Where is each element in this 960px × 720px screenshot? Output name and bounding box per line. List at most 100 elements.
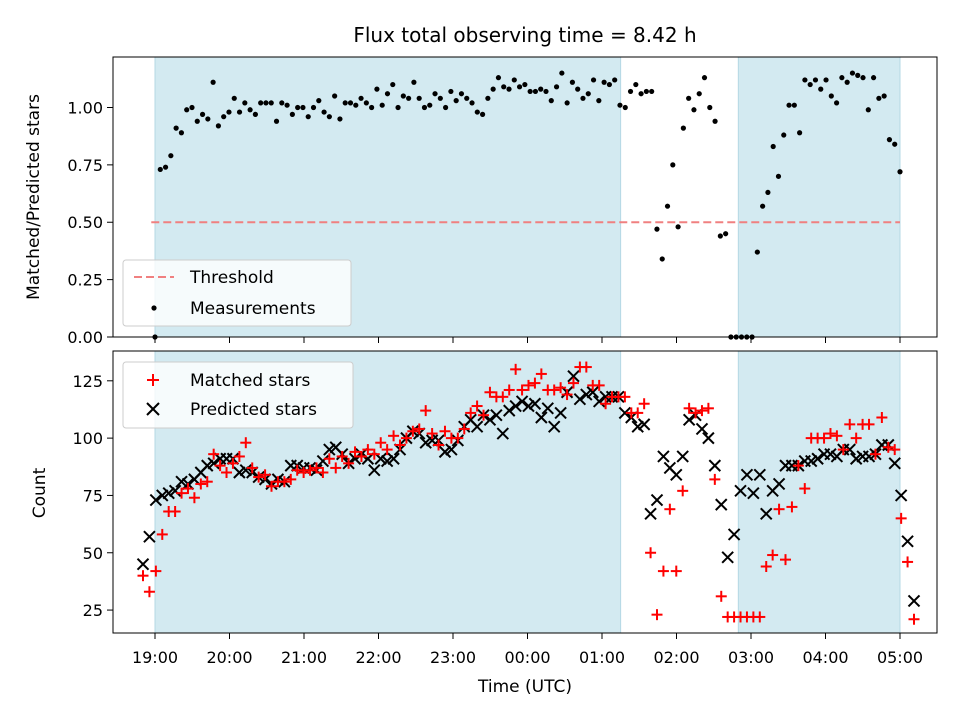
matched-point [201, 476, 213, 488]
ratio-point [559, 70, 565, 76]
ratio-point [823, 77, 829, 83]
count-plot-frame [112, 350, 938, 634]
matched-point [593, 379, 605, 391]
matched-point [221, 467, 233, 479]
predicted-point [721, 551, 734, 564]
ratio-point [649, 88, 655, 95]
ratio-point [295, 104, 301, 111]
matched-point [754, 611, 766, 623]
matched-point [561, 389, 573, 401]
ratio-point [347, 100, 354, 106]
predicted-point [470, 420, 484, 433]
ratio-point [421, 104, 428, 111]
ratio-point [178, 130, 185, 136]
predicted-point [650, 493, 664, 507]
matched-point [343, 457, 355, 469]
ratio-point [881, 93, 887, 99]
predicted-point [136, 558, 150, 571]
ratio-point [411, 79, 417, 85]
matched-point [471, 400, 483, 412]
ratio-point [807, 81, 813, 88]
predicted-point [143, 530, 156, 543]
matched-point [375, 437, 387, 449]
predicted-point [657, 450, 670, 463]
matched-point [664, 503, 676, 515]
predicted-point [316, 454, 330, 468]
matched-point [844, 418, 856, 430]
matched-point [702, 402, 714, 414]
matched-point [760, 561, 772, 573]
y-tick-label: 0.00 [67, 328, 103, 347]
ratio-point [395, 104, 401, 111]
predicted-point [618, 406, 632, 420]
matched-point [137, 570, 149, 582]
matched-point [908, 613, 920, 625]
x-tick-label: 23:00 [430, 648, 476, 667]
ratio-point [464, 95, 470, 101]
legend-matched-label: Matched stars [190, 371, 310, 391]
ratio-point [268, 100, 274, 106]
matched-point [638, 398, 650, 410]
ratio-point [443, 104, 449, 111]
x-tick-label: 05:00 [877, 648, 923, 667]
ratio-point [691, 107, 697, 113]
matched-point [824, 428, 836, 440]
matched-point [683, 402, 695, 414]
ratio-point [358, 95, 364, 101]
ratio-axis-label: Matched/Predicted stars [24, 94, 44, 300]
matched-point [773, 503, 785, 515]
matched-point [632, 407, 644, 419]
legend-measurements-swatch [151, 305, 157, 311]
ratio-point [527, 88, 533, 95]
predicted-point [894, 489, 908, 502]
ratio-point [696, 91, 702, 97]
matched-point [478, 409, 490, 421]
ratio-point [390, 81, 396, 88]
ratio-point [495, 75, 502, 81]
matched-point [426, 428, 438, 440]
x-tick-label: 19:00 [132, 648, 178, 667]
ratio-point [258, 100, 264, 106]
matched-point [291, 464, 303, 476]
ratio-point [786, 102, 792, 108]
ratio-point [775, 173, 782, 179]
matched-point [362, 444, 374, 456]
ratio-point [754, 249, 760, 255]
matched-point [143, 586, 155, 598]
ratio-point [236, 109, 243, 115]
ratio-point [173, 125, 179, 131]
ratio-point [627, 88, 634, 95]
x-axis-label: Time (UTC) [477, 677, 572, 697]
matched-point [882, 441, 894, 453]
ratio-point [897, 169, 903, 175]
predicted-point [637, 418, 651, 431]
ratio-point [855, 72, 861, 78]
matched-point [169, 505, 181, 517]
ratio-point [553, 84, 560, 90]
ratio-point [485, 95, 491, 101]
ratio-point [289, 111, 295, 117]
chart-title: Flux total observing time = 8.42 h [353, 23, 696, 47]
matched-point [690, 407, 702, 419]
predicted-point [907, 594, 921, 608]
ratio-point [437, 95, 443, 101]
ratio-point [654, 226, 660, 232]
ratio-point [797, 130, 803, 136]
matched-point [696, 405, 708, 417]
ratio-point [680, 125, 686, 131]
y-tick-label: 25 [83, 601, 103, 620]
matched-point [484, 386, 496, 398]
y-tick-label: 125 [72, 372, 103, 391]
ratio-point [273, 118, 280, 124]
ratio-point [770, 143, 776, 150]
ratio-point [332, 93, 338, 99]
ratio-point [374, 86, 380, 92]
matched-point [535, 368, 547, 380]
ratio-point [765, 189, 771, 196]
ratio-point [427, 102, 433, 108]
ratio-point [876, 95, 882, 101]
ratio-point [886, 137, 893, 143]
ratio-point [310, 104, 317, 111]
predicted-point [149, 493, 163, 507]
predicted-point [760, 507, 773, 520]
